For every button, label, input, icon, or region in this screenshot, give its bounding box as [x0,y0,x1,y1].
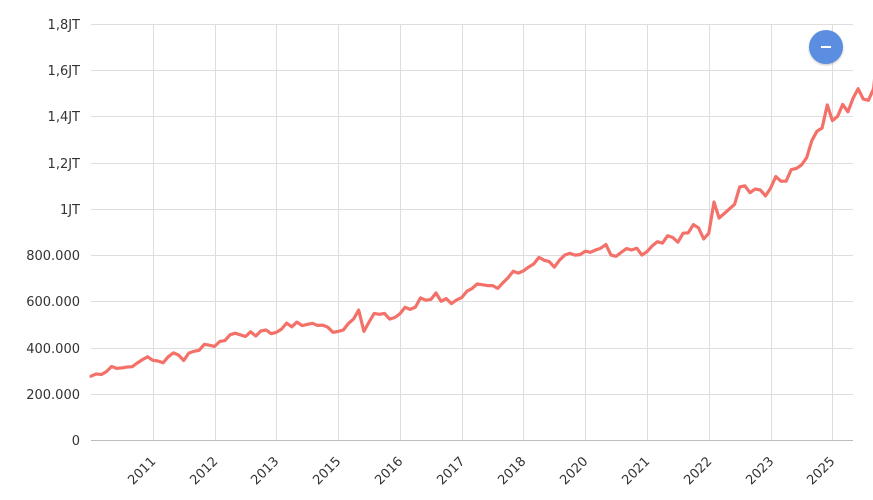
y-tick-label: 1,4JT [48,110,81,125]
minus-icon [821,46,831,48]
series-layer [89,78,873,378]
y-axis-tick-labels: 0 200.000 400.000 600.000 800.000 1JT 1,2JT 1,4… [26,18,80,449]
y-tick-label: 1,2JT [48,157,81,172]
x-tick-label: 2016 [372,454,406,488]
x-tick-label: 2011 [125,454,159,488]
y-tick-label: 400.000 [26,342,80,357]
x-tick-label: 2022 [681,454,715,488]
x-tick-label: 2018 [495,454,529,488]
x-tick-label: 2021 [619,454,653,488]
x-tick-label: 2012 [187,454,221,488]
x-tick-label: 2025 [804,454,838,488]
y-tick-label: 600.000 [26,295,80,310]
zoom-out-button[interactable] [809,30,843,64]
x-tick-label: 2020 [557,454,591,488]
x-axis-tick-labels: 2011 2012 2013 2015 2016 2017 2018 2020 2021 2022… [125,454,838,488]
x-tick-label: 2013 [248,454,282,488]
y-tick-label: 1,8JT [48,18,81,33]
x-tick-label: 2017 [434,454,468,488]
y-tick-label: 800.000 [26,249,80,264]
x-tick-label: 2015 [310,454,344,488]
grid [91,24,853,441]
series-line [89,78,873,378]
y-tick-label: 0 [72,434,80,449]
y-tick-label: 200.000 [26,388,80,403]
x-tick-label: 2023 [743,454,777,488]
y-tick-label: 1,6JT [48,64,81,79]
y-tick-label: 1JT [60,203,80,218]
